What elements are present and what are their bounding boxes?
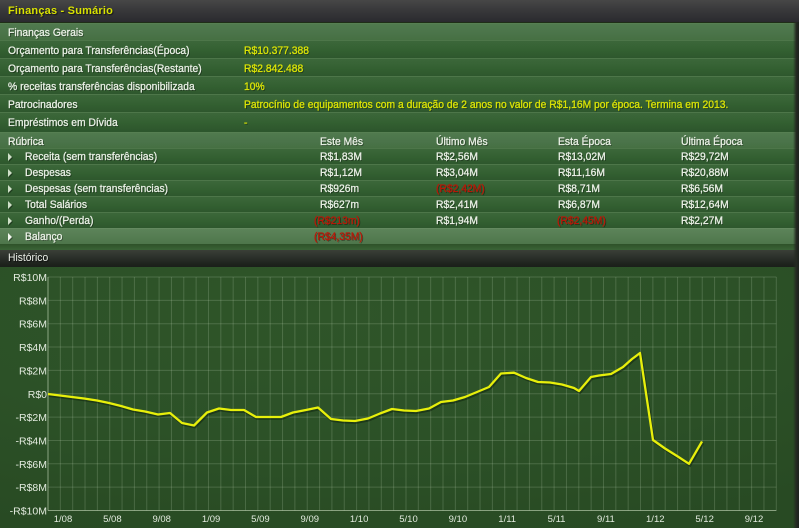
svg-text:-R$10M: -R$10M (10, 506, 47, 518)
svg-text:-R$8M: -R$8M (15, 482, 47, 494)
svg-text:5/11: 5/11 (548, 514, 566, 525)
svg-text:1/12: 1/12 (646, 514, 665, 525)
svg-text:5/08: 5/08 (103, 514, 122, 525)
svg-text:5/10: 5/10 (399, 514, 418, 525)
svg-text:5/12: 5/12 (695, 514, 714, 525)
svg-text:9/10: 9/10 (449, 514, 468, 525)
svg-text:1/11: 1/11 (498, 514, 516, 525)
svg-text:9/09: 9/09 (301, 514, 320, 525)
svg-text:R$0: R$0 (28, 389, 47, 401)
svg-text:9/11: 9/11 (597, 514, 615, 525)
svg-text:9/08: 9/08 (152, 514, 171, 525)
svg-text:R$4M: R$4M (19, 342, 47, 354)
svg-text:R$8M: R$8M (19, 295, 47, 307)
svg-text:R$2M: R$2M (19, 365, 47, 377)
svg-text:-R$2M: -R$2M (15, 412, 47, 424)
svg-text:1/09: 1/09 (202, 514, 221, 525)
svg-text:-R$6M: -R$6M (15, 459, 47, 471)
svg-text:9/12: 9/12 (745, 514, 764, 525)
svg-text:5/09: 5/09 (251, 514, 270, 525)
svg-text:R$10M: R$10M (13, 272, 47, 284)
svg-text:1/10: 1/10 (350, 514, 369, 525)
svg-text:1/08: 1/08 (54, 514, 73, 525)
svg-text:-R$4M: -R$4M (15, 435, 47, 447)
svg-text:R$6M: R$6M (19, 319, 47, 331)
